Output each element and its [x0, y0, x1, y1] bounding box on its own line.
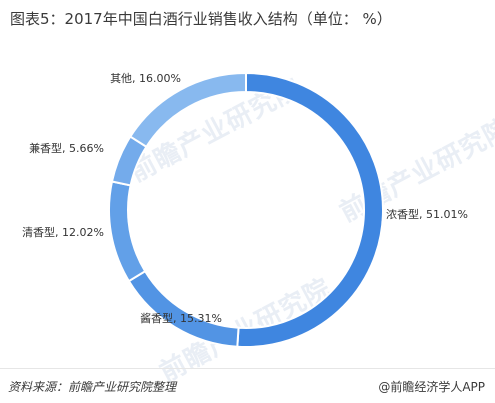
- slice-label-4: 兼香型, 5.66%: [29, 141, 104, 155]
- slice-label-2: 酱香型, 15.31%: [140, 311, 222, 325]
- slice-label-5: 其他, 16.00%: [110, 72, 181, 85]
- slice-label-3: 清香型, 12.02%: [22, 225, 104, 239]
- slice-2: [127, 269, 240, 348]
- source-note: 资料来源：前瞻产业研究院整理: [8, 380, 177, 394]
- slice-3: [108, 180, 147, 283]
- footer-divider: [0, 368, 495, 369]
- slice-1: [236, 71, 384, 348]
- chart-title: 图表5：2017年中国白酒行业销售收入结构（单位： %）: [10, 10, 392, 28]
- slice-label-1: 浓香型, 51.01%: [386, 207, 468, 221]
- brand-credit: @前瞻经济学人APP: [378, 380, 485, 394]
- slice-5: [128, 71, 247, 149]
